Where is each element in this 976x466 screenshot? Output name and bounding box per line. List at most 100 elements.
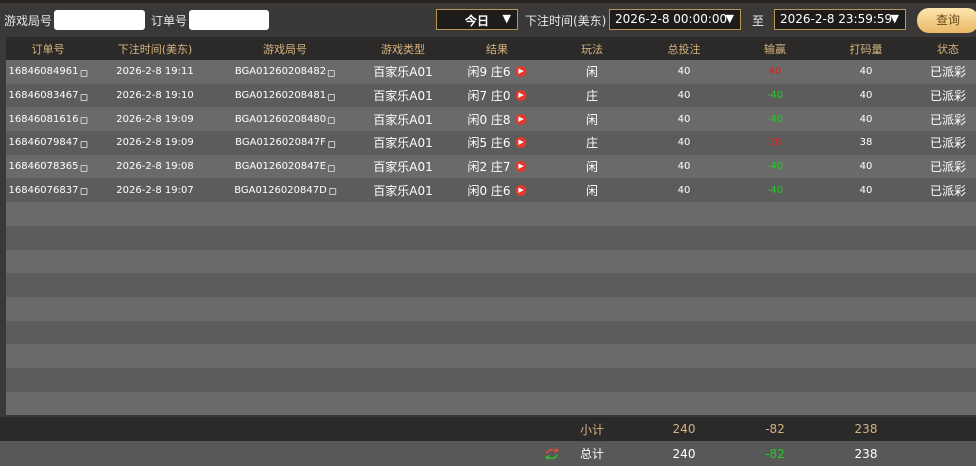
column-header: 结果 <box>486 42 508 56</box>
round-text: BGA01260208482 <box>234 66 327 78</box>
copy-icon[interactable] <box>80 93 88 101</box>
empty-row <box>6 273 976 297</box>
cell-result: 闲5 庄6 ▶ <box>467 131 527 155</box>
column-header: 输赢 <box>764 42 786 56</box>
cell-winloss: -40 <box>767 107 783 131</box>
cell-winloss: -40 <box>767 178 783 202</box>
play-replay-icon[interactable]: ▶ <box>515 137 527 149</box>
cell-type: 百家乐A01 <box>373 60 432 84</box>
bet-text: 庄 <box>585 89 599 104</box>
copy-icon[interactable] <box>80 140 88 148</box>
period-value: 今日 <box>464 14 489 28</box>
table-row: 16846079847 2026-2-8 19:09 BGA0126020847F 百… <box>6 131 976 155</box>
subtotal-label: 小计 <box>579 422 605 437</box>
copy-icon[interactable] <box>80 188 88 196</box>
result-text: 闲7 庄0 <box>467 89 511 104</box>
play-replay-icon[interactable]: ▶ <box>515 184 527 196</box>
column-header: 总投注 <box>667 42 701 56</box>
column-header: 游戏局号 <box>263 42 307 56</box>
cell-bet: 庄 <box>586 131 598 155</box>
cell-time: 2026-2-8 19:07 <box>116 178 193 202</box>
time-text: 2026-2-8 19:09 <box>116 137 194 149</box>
cell-status: 已派彩 <box>930 178 966 202</box>
total-turnover: 238 <box>854 446 878 461</box>
play-replay-icon[interactable]: ▶ <box>515 66 527 78</box>
play-replay-icon[interactable]: ▶ <box>515 161 527 173</box>
period-select[interactable]: 今日 ▼ <box>436 9 518 30</box>
subtotal-winloss: -82 <box>765 422 785 436</box>
copy-icon[interactable] <box>328 188 336 196</box>
total-label: 总计 <box>579 447 605 461</box>
order-label: 订单号 <box>151 14 188 28</box>
cell-turnover: 40 <box>860 107 873 131</box>
status-text: 已派彩 <box>929 89 967 104</box>
cell-time: 2026-2-8 19:10 <box>116 84 193 108</box>
cell-winloss: -40 <box>767 84 783 108</box>
cell-type: 百家乐A01 <box>373 155 432 179</box>
cell-time: 2026-2-8 19:08 <box>116 155 193 179</box>
start-time-select[interactable]: 2026-2-8 00:00:00 ▼ <box>609 9 741 30</box>
total-text: 40 <box>677 161 691 173</box>
type-text: 百家乐A01 <box>373 183 433 198</box>
cell-round: BGA01260208480 <box>235 107 336 131</box>
refresh-icon[interactable] <box>544 441 560 466</box>
cell-result: 闲7 庄0 ▶ <box>467 84 527 108</box>
subtotal-row: 小计 240 -82 238 <box>0 417 976 441</box>
round-text: BGA0126020847F <box>235 137 326 149</box>
end-time-select[interactable]: 2026-2-8 23:59:59 ▼ <box>774 9 906 30</box>
to-label: 至 <box>752 14 765 28</box>
round-text: BGA0126020847E <box>234 161 327 173</box>
cell-winloss: -40 <box>767 155 783 179</box>
play-replay-icon[interactable]: ▶ <box>515 90 527 102</box>
order-text: 16846076837 <box>8 184 79 196</box>
copy-icon[interactable] <box>328 69 336 77</box>
turnover-text: 40 <box>859 113 873 125</box>
copy-icon[interactable] <box>80 164 88 172</box>
subtotal-total-bet: 240 <box>672 422 696 436</box>
filter-toolbar: 游戏局号 订单号 今日 ▼ 下注时间(美东) 2026-2-8 00:00:00 ▼… <box>0 3 976 36</box>
cell-result: 闲9 庄6 ▶ <box>467 60 527 84</box>
cell-order: 16846083467 <box>9 84 88 108</box>
game-round-input[interactable] <box>54 10 145 30</box>
time-text: 2026-2-8 19:07 <box>116 184 194 196</box>
winloss-text: -40 <box>766 113 784 125</box>
order-text: 16846081616 <box>8 113 79 125</box>
order-text: 16846078365 <box>8 161 79 173</box>
cell-round: BGA01260208482 <box>234 60 336 84</box>
bet-text: 庄 <box>585 136 599 151</box>
cell-order: 16846084961 <box>9 60 88 84</box>
copy-icon[interactable] <box>328 93 336 101</box>
cell-turnover: 40 <box>860 84 873 108</box>
copy-icon[interactable] <box>80 117 88 125</box>
table-header: 订单号 下注时间(美东) 游戏局号 游戏类型 结果 玩法 总投注 输赢 打码量 状态 <box>6 37 976 60</box>
turnover-text: 40 <box>859 184 873 196</box>
result-text: 闲0 庄6 <box>467 183 511 198</box>
round-text: BGA01260208481 <box>234 90 327 102</box>
total-text: 40 <box>677 113 691 125</box>
query-button[interactable]: 查询 <box>917 8 976 33</box>
copy-icon[interactable] <box>328 164 336 172</box>
copy-icon[interactable] <box>80 69 88 77</box>
cell-turnover: 38 <box>860 131 873 155</box>
cell-bet: 闲 <box>586 178 598 202</box>
cell-order: 16846076837 <box>9 178 88 202</box>
cell-order: 16846079847 <box>9 131 88 155</box>
column-header: 状态 <box>937 42 959 56</box>
winloss-text: -40 <box>766 161 784 173</box>
time-text: 2026-2-8 19:09 <box>116 113 194 125</box>
table-row: 16846076837 2026-2-8 19:07 BGA0126020847D 百… <box>6 178 976 203</box>
turnover-text: 40 <box>859 161 873 173</box>
table-row: 16846083467 2026-2-8 19:10 BGA01260208481 百… <box>6 83 976 108</box>
copy-icon[interactable] <box>328 117 336 125</box>
play-replay-icon[interactable]: ▶ <box>515 113 527 125</box>
cell-type: 百家乐A01 <box>373 107 432 131</box>
result-text: 闲0 庄8 <box>467 112 511 127</box>
order-input[interactable] <box>189 10 269 30</box>
game-round-label: 游戏局号 <box>4 14 53 28</box>
chevron-down-icon: ▼ <box>502 12 511 25</box>
empty-row <box>6 225 976 250</box>
cell-type: 百家乐A01 <box>373 84 432 108</box>
copy-icon[interactable] <box>327 140 335 148</box>
empty-row <box>6 320 976 345</box>
table-row: 16846081616 2026-2-8 19:09 BGA01260208480 百… <box>6 107 976 132</box>
